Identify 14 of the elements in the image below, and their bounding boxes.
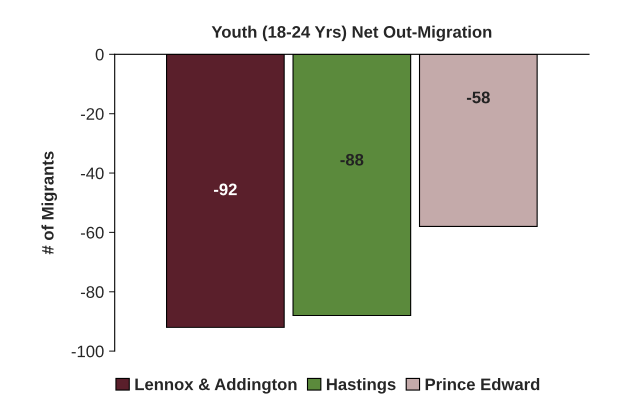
data-label: -88 — [340, 154, 364, 166]
data-label: -92 — [214, 184, 237, 196]
legend-label: Lennox & Addington — [135, 378, 296, 394]
chart-title: Youth (18-24 Yrs) Net Out-Migration — [212, 26, 492, 42]
y-tick-label: -100 — [72, 346, 104, 358]
legend-label: Hastings — [326, 378, 396, 394]
legend-label: Prince Edward — [426, 378, 540, 390]
data-label: -58 — [466, 92, 490, 104]
y-tick-label: -20 — [80, 108, 104, 120]
y-tick-label: -80 — [80, 286, 104, 298]
y-axis-title: # of Migrants — [41, 152, 58, 254]
y-tick-label: 0 — [96, 48, 104, 61]
y-tick-label: -60 — [80, 226, 104, 239]
y-tick-label: -40 — [80, 167, 104, 180]
